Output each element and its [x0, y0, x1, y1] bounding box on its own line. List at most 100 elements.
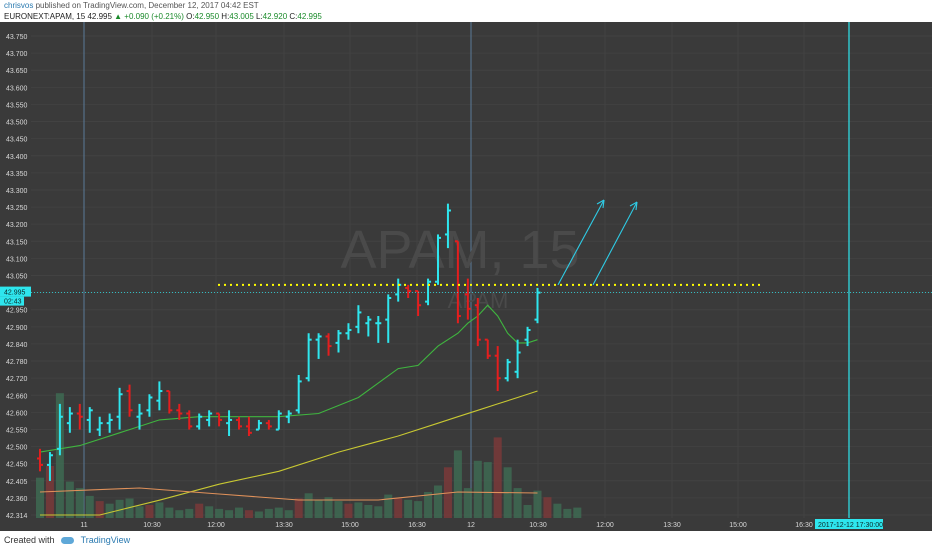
volume-bar	[344, 503, 353, 518]
ohlc-bar	[325, 333, 332, 356]
volume-bar	[195, 503, 204, 518]
open-value: 42.950	[194, 12, 220, 21]
ohlc-bar	[96, 416, 103, 437]
time-tick-label: 15:00	[729, 522, 747, 529]
ohlc-bar	[375, 316, 382, 343]
grid	[31, 22, 932, 518]
ohlc-bar	[136, 403, 143, 430]
ohlc-bar	[116, 387, 123, 430]
volume-bar	[354, 502, 363, 518]
price-axis-background	[0, 22, 31, 531]
ohlc-bar	[494, 346, 501, 392]
volume-bar	[523, 505, 532, 518]
ohlc-bar	[206, 410, 213, 427]
time-tick-label: 10:30	[143, 522, 161, 529]
ohlc-bar	[315, 333, 322, 359]
volume-bar	[155, 502, 164, 518]
axis-markers: 42.995 02:43 2017-12-12 17:30:00	[0, 286, 883, 529]
arrow-head-icon	[596, 199, 605, 209]
volume-bar	[36, 477, 44, 518]
time-tick-label: 16:30	[795, 522, 813, 529]
time-tick-label: 16:30	[408, 522, 426, 529]
volume-bar	[215, 508, 224, 518]
price-tick-label: 42.780	[6, 359, 28, 366]
price-tick-label: 42.405	[6, 479, 28, 486]
user-drawings[interactable]	[31, 22, 932, 518]
ohlc-bar	[236, 416, 242, 430]
price-chart[interactable]: APAM, 15 APAM 43.75043.70043.65043.60043…	[0, 22, 932, 531]
time-axis[interactable]: 11 10:30 12:00 13:30 15:00 16:30 12 10:30 12:00 1…	[80, 522, 812, 529]
publish-info: published on TradingView.com, December 1…	[35, 1, 259, 10]
ohlc-bar	[37, 448, 43, 472]
volume-bar	[135, 506, 144, 518]
volume-bar	[244, 510, 253, 518]
fast-moving-average-line	[39, 304, 538, 453]
price-axis[interactable]: 43.750 43.700 43.650 43.600 43.550 43.500 43.4…	[6, 34, 28, 520]
ohlc-bar	[415, 290, 422, 317]
volume-bar	[85, 495, 94, 518]
current-price-marker	[0, 286, 31, 297]
volume-moving-average-line	[39, 487, 538, 501]
ohlc-bar	[56, 403, 63, 456]
volume-bar	[284, 510, 293, 518]
volume-bar	[473, 460, 482, 518]
ohlc-bar	[66, 407, 73, 433]
ohlc-bar	[216, 412, 223, 427]
ohlc-bar	[156, 381, 163, 411]
ohlc-bar	[166, 390, 173, 414]
ohlc-bar	[425, 278, 432, 306]
volume-bar	[145, 505, 154, 518]
publish-line: chrisvos published on TradingView.com, D…	[4, 1, 259, 10]
projection-arrow-2	[592, 201, 638, 286]
volume-bar	[55, 393, 64, 518]
price-tick-label: 43.700	[6, 51, 28, 58]
time-tick-label: 13:30	[275, 522, 293, 529]
close-value: 42.995	[297, 12, 322, 21]
ohlc-bar	[435, 234, 441, 285]
countdown-marker	[0, 296, 24, 306]
volume-bar	[65, 481, 74, 518]
volume-bar	[304, 493, 313, 518]
price-tick-label: 43.050	[6, 274, 28, 281]
ohlc-bar	[265, 419, 272, 430]
volume-bar	[125, 498, 134, 518]
time-tick-label: 10:30	[529, 522, 547, 529]
volume-bar	[543, 497, 552, 518]
tradingview-link[interactable]: TradingView	[80, 535, 131, 545]
ohlc-bar	[365, 316, 372, 337]
slow-moving-average-line	[40, 390, 538, 516]
price-tick-label: 43.450	[6, 137, 28, 144]
high-label: H:	[221, 12, 230, 21]
ohlc-bar	[285, 410, 292, 424]
high-value: 43.005	[229, 12, 254, 21]
volume-bar	[225, 510, 234, 518]
volume-bar	[334, 501, 343, 518]
volume-bar	[374, 506, 383, 518]
price-tick-label: 42.720	[6, 376, 28, 383]
author-link[interactable]: chrisvos	[4, 1, 34, 10]
volume-bars	[36, 393, 582, 518]
volume-bar	[463, 488, 472, 518]
time-tick-label: 12:00	[596, 522, 614, 529]
volume-bar	[294, 498, 303, 518]
cursor-time-value: 2017-12-12 17:30:00	[818, 522, 883, 529]
price-tick-label: 43.600	[6, 85, 28, 92]
volume-bar	[513, 488, 522, 518]
price-tick-label: 43.150	[6, 239, 28, 246]
ohlc-bar	[106, 413, 113, 433]
price-tick-label: 42.950	[6, 308, 28, 315]
ohlc-bar	[484, 338, 491, 359]
volume-bar	[115, 499, 124, 518]
price-tick-label: 42.550	[6, 427, 28, 434]
time-tick-label: 12:00	[207, 522, 225, 529]
volume-bar	[205, 506, 214, 518]
volume-bar	[533, 490, 542, 518]
price-tick-label: 43.650	[6, 68, 28, 75]
price-tick-label: 43.200	[6, 222, 28, 229]
ohlc-bar	[186, 410, 193, 430]
price-tick-label: 42.900	[6, 325, 28, 332]
ohlc-bar	[345, 323, 352, 340]
volume-bar	[414, 501, 423, 518]
volume-bar	[314, 499, 323, 518]
ohlc-bar	[454, 240, 461, 324]
